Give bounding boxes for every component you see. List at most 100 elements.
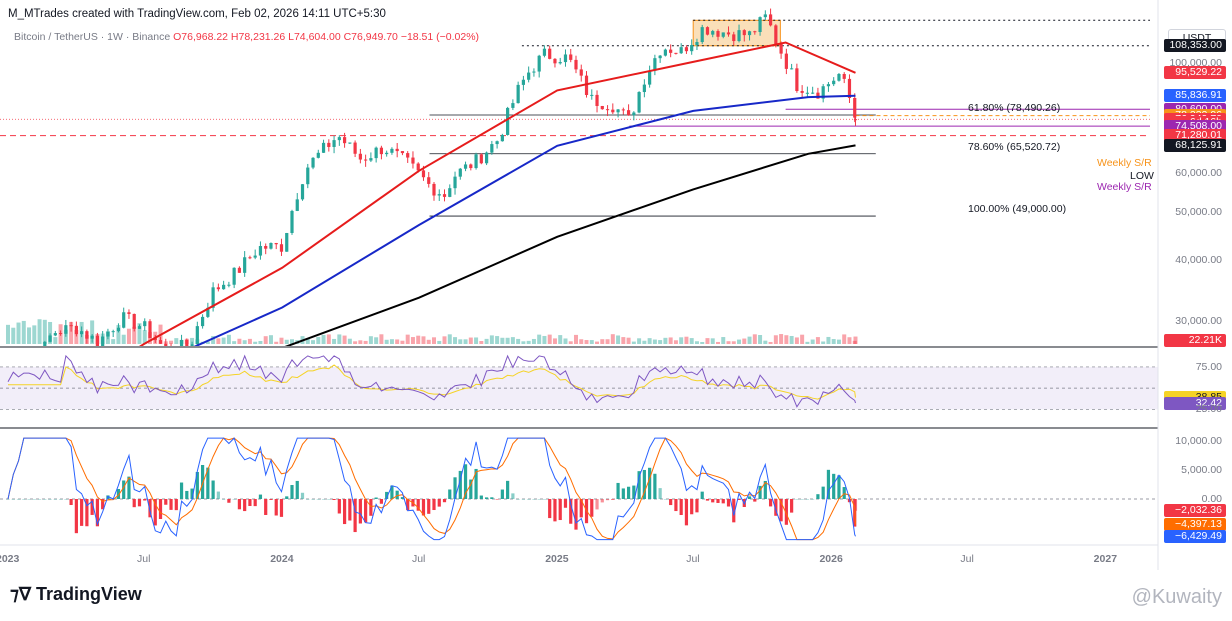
volume-bar [852, 340, 857, 344]
fib-level-label: 100.00% (49,000.00) [968, 203, 1067, 216]
candle-body [684, 47, 689, 52]
macd-hist-bar [32, 499, 36, 500]
macd-hist-bar [227, 499, 231, 503]
macd-hist-bar [516, 499, 520, 500]
candle-body [216, 287, 220, 290]
candle-body [753, 31, 757, 33]
macd-signal-line [7, 437, 856, 541]
candle-body [758, 17, 762, 32]
macd-hist-bar [416, 499, 420, 511]
volume-bar [700, 341, 705, 344]
candle-body [90, 335, 94, 339]
macd-hist-bar [369, 499, 373, 516]
candle-body [784, 53, 788, 69]
macd-hist-bar [342, 499, 347, 525]
macd-hist-bar [637, 471, 641, 499]
price-tag: 22.21K [1164, 333, 1226, 347]
candle-body [274, 243, 278, 245]
macd-hist-bar [732, 499, 736, 523]
candle-body [395, 148, 399, 152]
candle-body [74, 325, 78, 335]
volume-bar [284, 339, 289, 344]
price-axis-label: 40,000.00 [1175, 253, 1222, 266]
volume-bar [363, 340, 368, 344]
symbol-name[interactable]: Bitcoin / TetherUS · 1W · Binance [14, 31, 171, 43]
volume-bar [836, 339, 841, 344]
rsi-tag: 32.42 [1164, 396, 1226, 410]
volume-bar [426, 339, 431, 344]
volume-bar [800, 334, 805, 344]
volume-bar [821, 341, 826, 344]
rsi-axis-label: 25.00 [1195, 403, 1222, 416]
time-axis-label: Jul [136, 553, 151, 565]
brand-label: TradingView [36, 584, 142, 604]
macd-hist-bar [537, 499, 541, 500]
macd-hist-bar [527, 499, 531, 500]
macd-hist-bar [590, 499, 594, 517]
volume-bar [831, 339, 836, 344]
macd-hist-bar [484, 497, 489, 499]
macd-hist-bar [747, 496, 752, 499]
volume-bar [642, 340, 647, 344]
macd-hist-bar [474, 468, 478, 499]
candle-body [279, 244, 284, 252]
macd-hist-bar [58, 499, 63, 500]
macd-hist-bar [190, 488, 194, 499]
macd-hist-bar [143, 499, 147, 501]
volume-bar [489, 335, 494, 344]
macd-hist-bar [216, 491, 220, 499]
volume-bar [37, 319, 42, 344]
macd-hist-bar [311, 499, 315, 500]
volume-bar [658, 340, 663, 344]
macd-hist-bar [237, 499, 242, 510]
macd-hist-bar [632, 485, 636, 499]
volume-bar [673, 340, 678, 344]
macd-hist-bar [611, 499, 615, 500]
macd-hist-bar [469, 479, 473, 499]
candle-body [374, 147, 378, 159]
macd-hist-bar [663, 499, 668, 500]
macd-tag: −4,397.13 [1164, 518, 1226, 531]
volume-bar [758, 335, 763, 344]
volume-bar [337, 334, 342, 344]
candle-body [721, 32, 725, 37]
macd-hist-bar [64, 499, 68, 500]
candle-body [227, 284, 231, 286]
volume-bar [537, 334, 542, 344]
volume-bar [274, 341, 279, 344]
watermark-text: @Kuwaity [1131, 586, 1222, 608]
volume-bar [442, 336, 447, 344]
candle-body [611, 109, 615, 113]
volume-bar [726, 341, 731, 344]
macd-hist-bar [753, 499, 757, 502]
volume-bar [495, 336, 500, 344]
macd-hist-bar [463, 464, 468, 499]
candle-body [590, 94, 594, 96]
volume-bar [447, 334, 452, 344]
candle-body [306, 167, 310, 185]
candle-body [122, 312, 126, 328]
macd-hist-bar [348, 499, 352, 521]
candle-body [621, 109, 625, 111]
candle-body [85, 331, 89, 339]
volume-bar [405, 334, 410, 344]
volume-bar [784, 335, 789, 344]
macd-hist-bar [669, 499, 673, 506]
ema-line-black [284, 144, 856, 346]
volume-bar [69, 321, 74, 344]
candle-body [663, 49, 668, 56]
volume-bar [268, 335, 273, 344]
macd-hist-bar [321, 499, 326, 500]
macd-line [7, 437, 856, 541]
candle-body [369, 158, 373, 161]
volume-bar [652, 339, 657, 344]
candle-body [837, 73, 841, 81]
candle-body [80, 331, 84, 335]
volume-bar [74, 329, 79, 344]
volume-bar [826, 336, 831, 344]
volume-bar [637, 338, 642, 344]
tradingview-logo[interactable]: ⁊∇ TradingView [10, 584, 142, 605]
ema-line-red [139, 41, 856, 346]
macd-hist-bar [206, 467, 210, 499]
